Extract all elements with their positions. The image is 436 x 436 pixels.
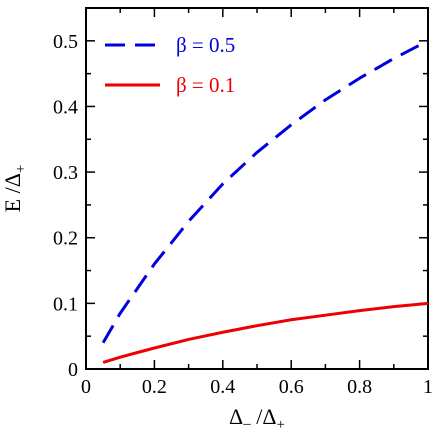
y-tick-label: 0 xyxy=(68,359,78,381)
y-tick-label: 0.2 xyxy=(53,228,78,250)
x-tick-label: 0.6 xyxy=(279,376,304,398)
y-tick-label: 0.4 xyxy=(53,96,78,118)
y-axis-label-main: E /Δ xyxy=(0,173,25,212)
x-tick-label: 0.4 xyxy=(210,376,235,398)
x-axis-label-sub1: – xyxy=(242,416,251,432)
x-tick-label: 0 xyxy=(81,376,91,398)
x-axis-label-sub2: + xyxy=(276,417,284,433)
series-line-0 xyxy=(101,39,429,344)
legend-label-0: β = 0.5 xyxy=(176,33,235,57)
x-tick-label: 0.8 xyxy=(347,376,372,398)
x-tick-label: 0.2 xyxy=(142,376,167,398)
axis-labels: Δ– /Δ+E /Δ+ xyxy=(0,165,285,433)
x-axis-label: Δ– /Δ+ xyxy=(229,404,285,433)
x-tick-label: 1 xyxy=(423,376,433,398)
y-axis-label-sub: + xyxy=(13,165,29,173)
legend-label-1: β = 0.1 xyxy=(176,73,235,97)
legend: β = 0.5 β = 0.1 xyxy=(105,33,235,97)
series-line-1 xyxy=(102,301,429,364)
y-axis-label: E /Δ+ xyxy=(0,165,29,213)
plot-frame xyxy=(85,7,429,370)
axes: 0 0.2 0.4 0.6 0.8 1 0 0.1 0.2 0.3 0.4 0.5 xyxy=(53,7,433,398)
y-tick-label: 0.5 xyxy=(53,31,78,53)
x-axis-label-main: Δ xyxy=(229,404,243,429)
series-layer xyxy=(101,39,429,364)
y-tick-label: 0.3 xyxy=(53,162,78,184)
x-axis-label-sep: /Δ xyxy=(251,404,277,429)
y-tick-label: 0.1 xyxy=(53,293,78,315)
